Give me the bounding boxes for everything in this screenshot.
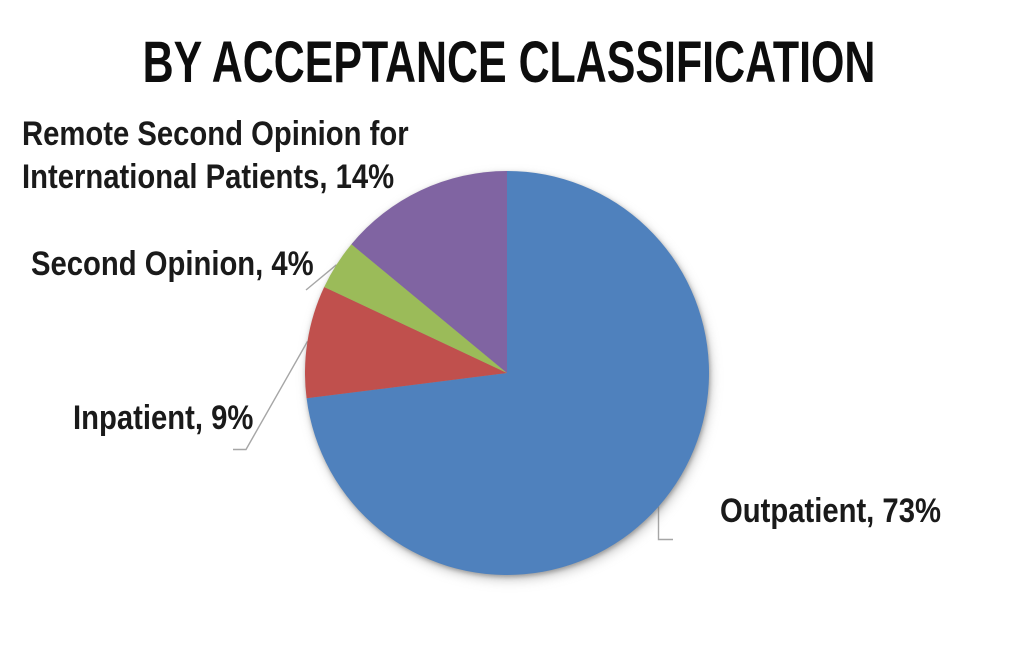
chart-title: BY ACCEPTANCE CLASSIFICATION (142, 30, 876, 95)
leader-line-second-opinion (305, 264, 337, 291)
data-label-second-opinion: Second Opinion, 4% (31, 245, 314, 283)
pie-slice-outpatient (306, 171, 710, 575)
leader-line-inpatient (233, 341, 309, 451)
pie-slices-group (305, 171, 710, 575)
data-label-inpatient: Inpatient, 9% (73, 399, 254, 437)
data-label-line: International Patients, 14% (22, 157, 395, 196)
leader-lines-group (233, 264, 673, 541)
pie-slice-remote-second-opinion-for-international-patients (351, 171, 507, 373)
data-label-remote-second-opinion: Remote Second Opinion for International … (22, 113, 409, 199)
leader-line-outpatient (657, 506, 673, 541)
pie-slice-second-opinion (324, 244, 507, 373)
data-label-outpatient: Outpatient, 73% (720, 492, 941, 530)
data-label-line: Remote Second Opinion for (22, 115, 409, 153)
pie-slice-inpatient (305, 287, 507, 399)
